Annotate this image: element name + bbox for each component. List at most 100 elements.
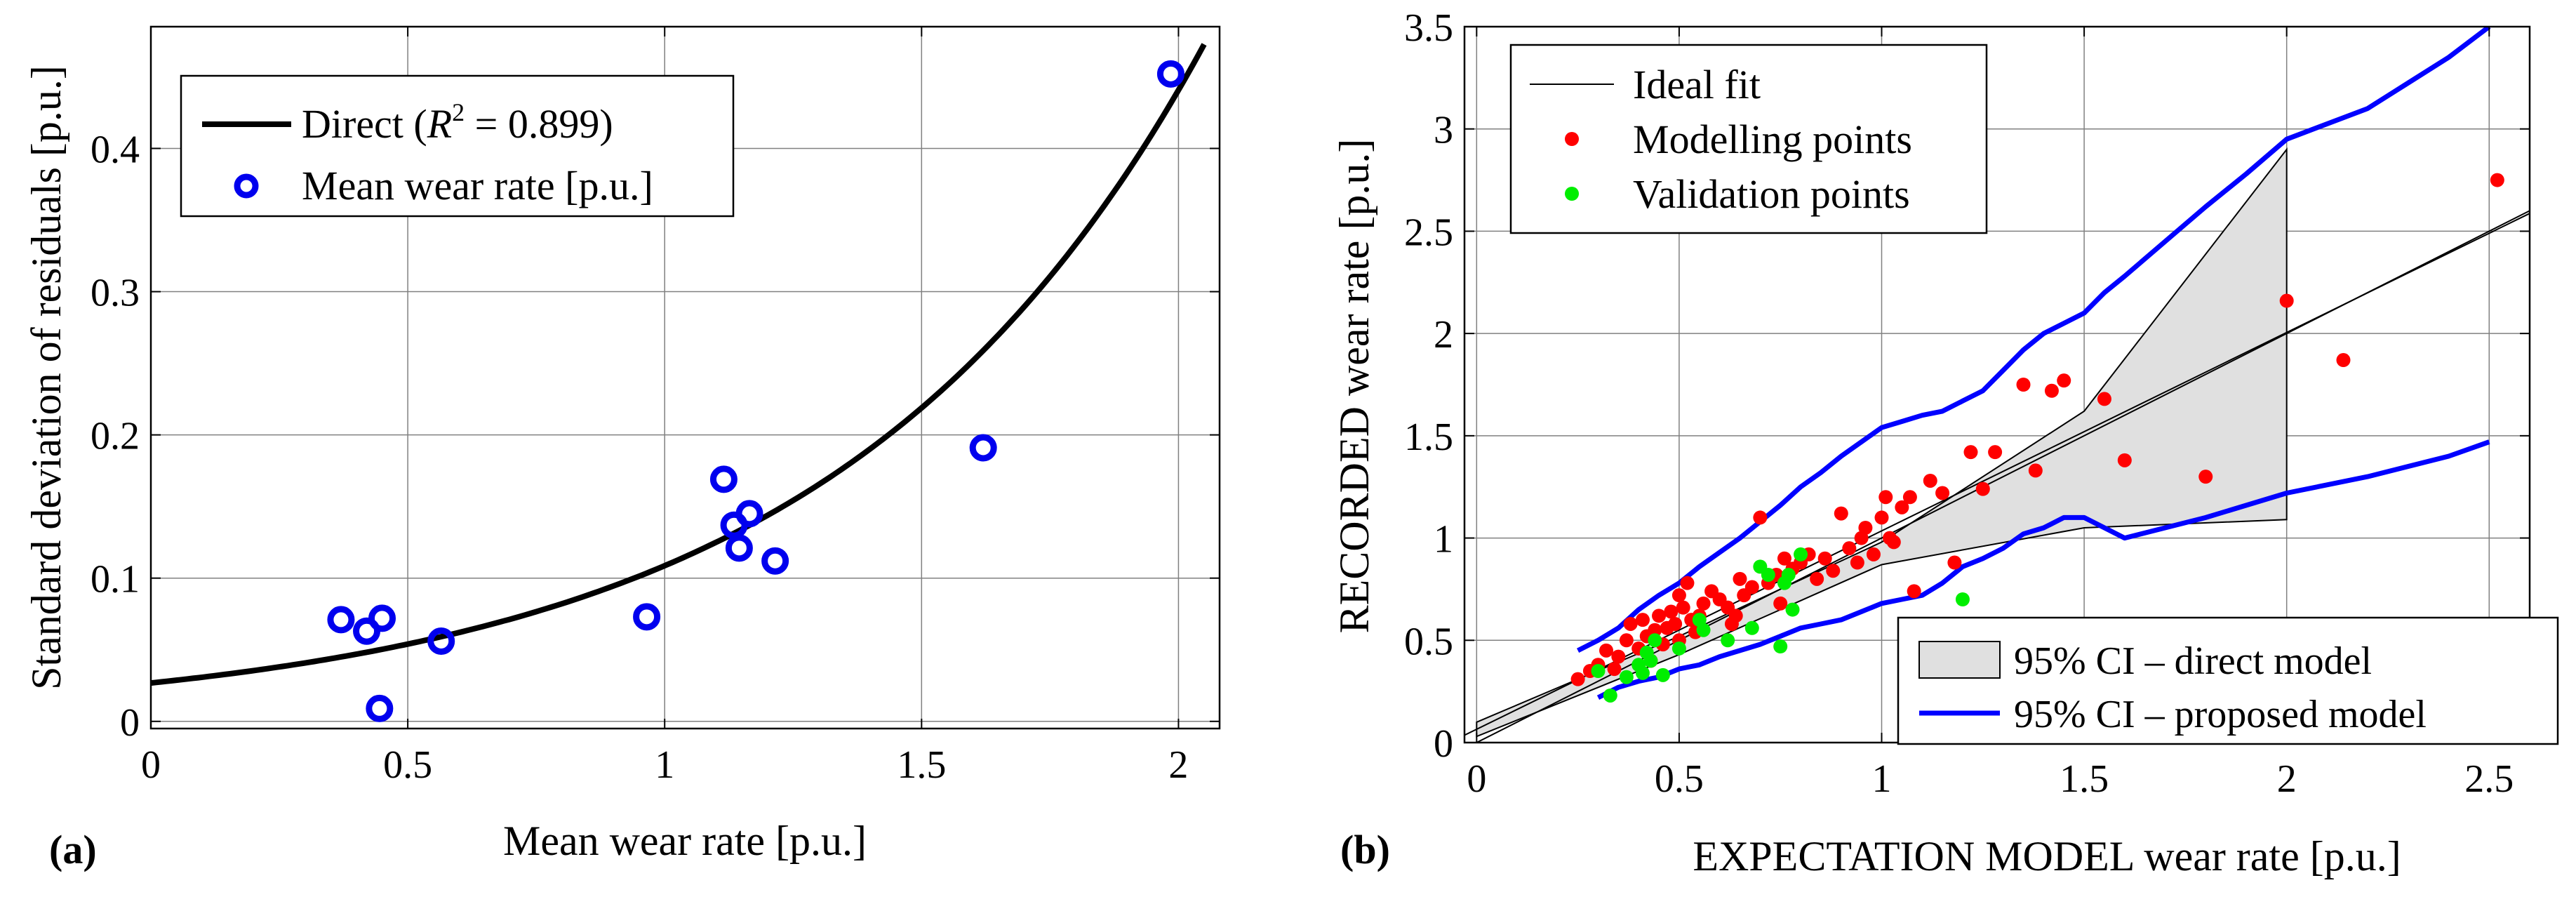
legend-bottom-box-b (1897, 616, 2559, 745)
modelling-point (1607, 662, 1622, 677)
legend-ci-direct-swatch (1918, 641, 2001, 679)
modelling-point (1773, 596, 1788, 611)
x-tick-label: 1.5 (2060, 757, 2109, 801)
validation-point (1721, 633, 1735, 648)
panel-b: 0 0.5 1 1.5 2 2.5 0 0.5 1 1.5 2 2.5 3 3.5 EXPECTATION… (1331, 6, 2559, 879)
modelling-point (1866, 547, 1881, 561)
modelling-point (1902, 490, 1917, 505)
modelling-point (2490, 173, 2504, 187)
data-point (633, 603, 661, 631)
validation-point (1785, 602, 1800, 617)
y-axis-label-b: RECORDED wear rate [p.u.] (1331, 139, 1377, 634)
validation-point (1696, 623, 1711, 637)
legend-bottom-b: 95% CI – direct model 95% CI – proposed … (1897, 616, 2559, 745)
x-tick-label: 0.5 (1655, 757, 1704, 801)
modelling-point (1858, 521, 1873, 535)
y-tick-label: 0.5 (1404, 620, 1453, 663)
modelling-point (1680, 576, 1695, 590)
legend-modelling-label: Modelling points (1633, 117, 1912, 162)
x-tick-label: 0 (141, 743, 161, 787)
modelling-point (1947, 555, 1962, 570)
data-point (427, 627, 455, 656)
legend-ci-proposed-label: 95% CI – proposed model (2014, 693, 2427, 736)
modelling-point (1676, 600, 1690, 615)
x-tick-label: 0 (1467, 757, 1486, 801)
marks-b (1464, 27, 2530, 743)
modelling-point (1671, 588, 1686, 603)
modelling-point (1935, 486, 1950, 500)
data-point (353, 617, 381, 645)
y-tick-label: 0.3 (91, 272, 140, 315)
axes-frame-a (149, 25, 1221, 730)
y-axis-label-a: Standard deviation of residuals [p.u.] (23, 65, 69, 690)
x-tick-label: 2 (2277, 757, 2297, 801)
modelling-point (1826, 564, 1841, 578)
y-tick-label: 0.2 (91, 415, 140, 458)
validation-point (1761, 568, 1775, 583)
validation-point (1781, 568, 1796, 583)
modelling-point (2117, 453, 2132, 467)
x-tick-label: 2.5 (2464, 757, 2514, 801)
panel-a: 0 0.5 1 1.5 2 0 0.1 0.2 0.3 0.4 Mean wear rate [p… (23, 25, 1221, 872)
data-point (761, 547, 789, 575)
modelling-point (1648, 623, 1662, 637)
tick-labels-b: 0 0.5 1 1.5 2 2.5 0 0.5 1 1.5 2 2.5 3 3.5 (1404, 6, 2530, 801)
modelling-point (1728, 609, 1743, 623)
legend-points-label: Mean wear rate [p.u.] (302, 163, 653, 208)
x-tick-label: 1 (655, 743, 674, 787)
y-tick-label: 2 (1434, 313, 1453, 357)
modelling-point (1907, 584, 1921, 599)
modelling-point (2198, 470, 2213, 484)
modelling-point (1874, 510, 1889, 525)
y-tick-label: 0.1 (91, 558, 140, 601)
modelling-point (1810, 571, 1824, 586)
modelling-point (1886, 535, 1901, 550)
modelling-point (1696, 596, 1711, 611)
validation-point (1744, 620, 1759, 635)
legend-ideal-label: Ideal fit (1633, 62, 1761, 107)
modelling-point (1668, 616, 1683, 631)
x-tick-label: 1 (1872, 757, 1892, 801)
modelling-point (1850, 555, 1864, 570)
validation-point (1655, 667, 1670, 682)
modelling-point (1619, 633, 1634, 648)
x-axis-label-a: Mean wear rate [p.u.] (503, 818, 867, 864)
y-tick-label: 1.5 (1404, 416, 1453, 459)
y-tick-label: 0 (120, 701, 140, 745)
x-tick-label: 0.5 (383, 743, 432, 787)
marks-a (151, 43, 1207, 722)
panel-label-b: (b) (1340, 827, 1390, 872)
validation-point (1619, 670, 1634, 684)
x-axis-label-b: EXPECTATION MODEL wear rate [p.u.] (1693, 833, 2401, 879)
modelling-point (1817, 551, 1832, 566)
legend-modelling-marker (1565, 132, 1579, 146)
validation-point (1635, 665, 1650, 680)
legend-top-b: Ideal fit Modelling points Validation po… (1509, 44, 1988, 234)
ci-proposed-lower (1596, 439, 2490, 700)
legend-a: Direct (R2 = 0.899) Mean wear rate [p.u.… (180, 74, 735, 218)
modelling-point (1570, 672, 1585, 686)
legend-points-marker (234, 173, 259, 199)
validation-point (1643, 653, 1658, 668)
modelling-point (1664, 604, 1679, 619)
modelling-point (1878, 490, 1893, 505)
modelling-point (2028, 463, 2043, 478)
modelling-point (1842, 541, 1857, 556)
modelling-point (2279, 293, 2294, 308)
data-point (366, 694, 394, 722)
ci-proposed-upper (1577, 27, 2491, 653)
modelling-point (1599, 643, 1614, 658)
data-point (709, 465, 738, 493)
modelling-point (1733, 571, 1747, 586)
validation-point (1648, 633, 1662, 648)
legend-box-a (180, 74, 735, 218)
modelling-point (1923, 473, 1937, 488)
modelling-point (1895, 500, 1909, 514)
modelling-point (2016, 378, 2031, 392)
data-point (327, 606, 355, 634)
validation-point (1955, 592, 1970, 606)
legend-ci-direct-label: 95% CI – direct model (2014, 639, 2372, 683)
modelling-point (1834, 506, 1848, 521)
y-tick-label: 0.4 (91, 128, 140, 171)
